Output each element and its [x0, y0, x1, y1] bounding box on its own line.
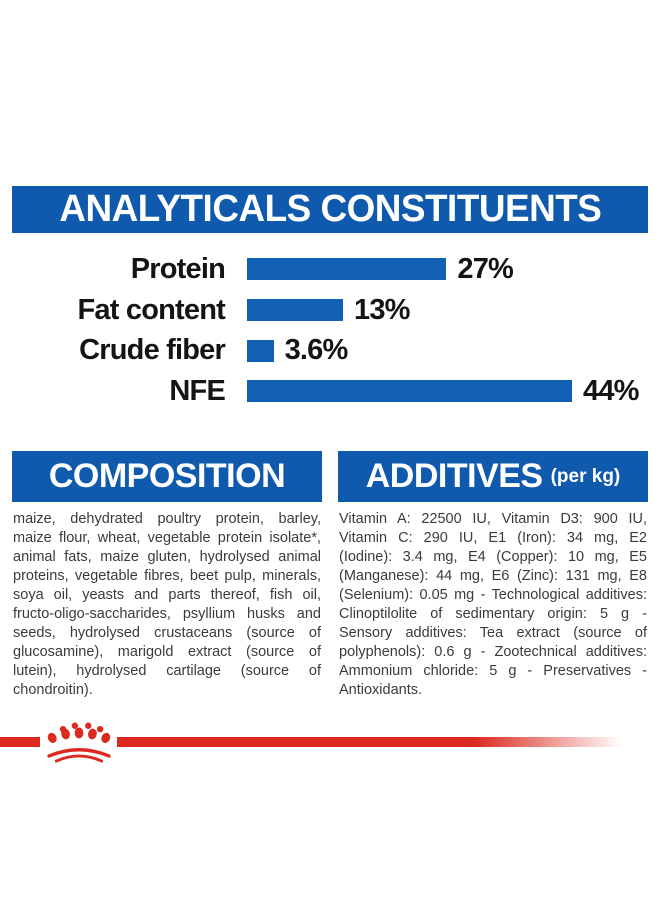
chart-value-label: 44% — [583, 374, 639, 407]
chart-category-label: Crude fiber — [79, 334, 226, 367]
chart-value-label: 3.6% — [284, 334, 349, 367]
chart-row-protein: Protein 27% — [0, 249, 660, 290]
nutrition-bar-chart: Protein 27% Fat content 13% Crude fiber … — [0, 249, 660, 412]
additives-unit-label: (per kg) — [550, 465, 621, 487]
chart-row-fat-content: Fat content 13% — [0, 290, 660, 331]
additives-title: ADDITIVES — [365, 457, 543, 495]
chart-category-label: Protein — [130, 252, 226, 285]
chart-row-nfe: NFE 44% — [0, 371, 660, 412]
chart-value-label: 27% — [457, 252, 514, 285]
additives-text: Vitamin A: 22500 IU, Vitamin D3: 900 IU,… — [339, 511, 647, 698]
chart-category-label: Fat content — [77, 293, 226, 326]
composition-title: COMPOSITION — [48, 457, 286, 495]
brand-divider-line-left — [0, 737, 40, 747]
analyticals-title: ANALYTICALS CONSTITUENTS — [59, 188, 601, 230]
composition-section: COMPOSITION maize, dehydrated poultry pr… — [12, 451, 322, 700]
chart-bar — [247, 380, 572, 403]
additives-section: ADDITIVES (per kg) Vitamin A: 22500 IU, … — [338, 451, 648, 700]
chart-bar — [247, 339, 274, 362]
composition-text: maize, dehydrated poultry protein, barle… — [13, 511, 321, 698]
chart-row-crude-fiber: Crude fiber 3.6% — [0, 330, 660, 371]
chart-bar — [247, 299, 343, 322]
chart-value-label: 13% — [354, 293, 410, 326]
analyticals-header-banner: ANALYTICALS CONSTITUENTS — [12, 186, 648, 233]
composition-header-banner: COMPOSITION — [12, 451, 322, 502]
brand-divider-line-right — [117, 737, 660, 747]
chart-bar — [247, 258, 447, 281]
royal-canin-crown-icon — [47, 722, 111, 763]
chart-category-label: NFE — [169, 374, 225, 407]
additives-header-banner: ADDITIVES (per kg) — [338, 451, 648, 502]
